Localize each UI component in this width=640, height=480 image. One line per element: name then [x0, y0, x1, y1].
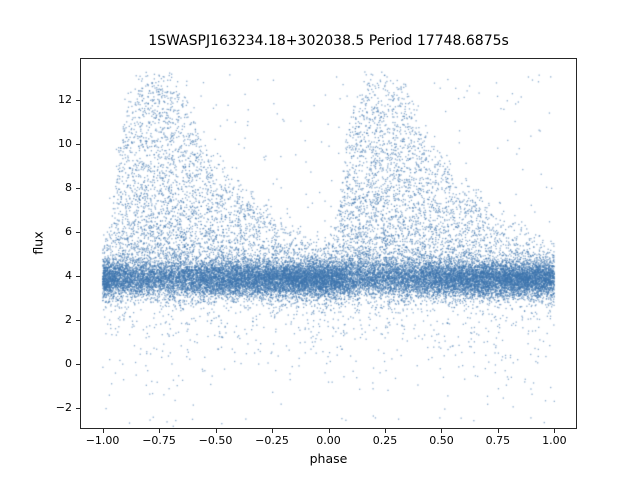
x-axis-title: phase	[309, 451, 348, 466]
x-axis-tick-labels: −1.00 −0.75 −0.50 −0.25 0.00 0.25 0.50 0.75 1.00	[80, 434, 577, 450]
x-tick-label: 0.75	[485, 434, 511, 447]
y-axis-tick-labels: −2 0 2 4 6 8 10 12	[0, 0, 72, 480]
y-tick-mark	[76, 143, 80, 145]
x-tick-label: 0.00	[316, 434, 341, 447]
y-tick-label: 4	[65, 268, 72, 282]
x-tick-label: −0.50	[198, 434, 233, 447]
y-tick-label: 6	[65, 224, 72, 238]
x-tick-label: −0.75	[142, 434, 176, 447]
plot-title: 1SWASPJ163234.18+302038.5 Period 17748.6…	[148, 33, 509, 49]
x-tick-label: −0.25	[255, 434, 289, 447]
y-tick-mark	[76, 320, 80, 321]
x-tick-mark	[328, 429, 330, 433]
y-tick-label: 8	[65, 180, 72, 194]
y-axis-title: flux	[31, 231, 46, 254]
x-tick-label: 1.00	[542, 434, 567, 447]
x-tick-mark	[554, 429, 556, 433]
y-tick-mark	[76, 408, 80, 410]
x-tick-label: 0.25	[372, 434, 398, 447]
x-tick-label: −1.00	[85, 434, 120, 447]
scatter-canvas	[80, 58, 577, 429]
x-tick-mark	[102, 429, 104, 433]
x-tick-mark	[441, 429, 443, 433]
x-tick-mark	[215, 429, 217, 433]
y-tick-label: 12	[58, 92, 72, 106]
x-tick-mark	[384, 429, 386, 433]
y-tick-mark	[76, 231, 80, 233]
y-tick-mark	[76, 364, 80, 366]
x-tick-label: 0.50	[429, 434, 454, 447]
y-axis-title-text: flux	[30, 231, 46, 255]
y-tick-label: 0	[65, 357, 72, 371]
x-tick-mark	[159, 429, 161, 433]
y-tick-label: −2	[55, 401, 72, 415]
x-tick-mark	[497, 429, 499, 433]
y-tick-mark	[76, 99, 80, 101]
y-tick-mark	[76, 275, 80, 277]
y-tick-mark	[76, 187, 80, 189]
y-tick-label: 2	[65, 313, 72, 326]
x-tick-mark	[272, 429, 274, 433]
y-tick-label: 10	[58, 136, 72, 150]
